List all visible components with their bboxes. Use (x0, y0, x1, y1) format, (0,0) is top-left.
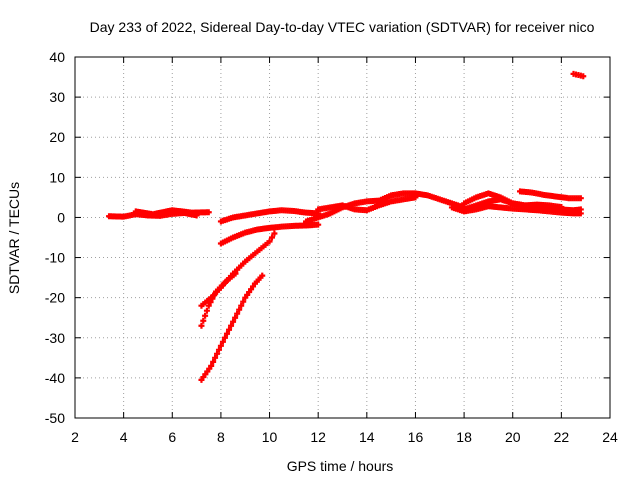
x-tick-label: 8 (217, 429, 225, 445)
axis-ticks: 2 4 6 8 10 12 14 16 18 20 22 24-50-40-30-20-1001020… (45, 49, 618, 445)
data-point (580, 73, 587, 80)
data-point (210, 358, 217, 365)
series-arc-5 (198, 230, 278, 309)
data-point (209, 295, 216, 302)
y-tick-label: -10 (45, 250, 65, 266)
data-point (211, 292, 218, 299)
data-point (221, 334, 228, 341)
y-tick-label: 20 (49, 129, 65, 145)
x-tick-label: 22 (554, 429, 570, 445)
x-tick-label: 14 (359, 429, 375, 445)
series-arc-7 (198, 272, 266, 383)
series-arc-13 (517, 188, 584, 202)
grid (75, 57, 610, 418)
data-point (240, 298, 247, 305)
data-point (217, 342, 224, 349)
series-arc-3 (217, 207, 322, 225)
series-arc-6 (198, 270, 239, 329)
data-point (315, 221, 322, 228)
data-point (234, 310, 241, 317)
y-tick-label: -20 (45, 290, 65, 306)
y-axis-label: SDTVAR / TECUs (6, 182, 22, 294)
x-tick-label: 12 (310, 429, 326, 445)
data-point (232, 270, 239, 277)
series-arc-14 (570, 70, 587, 80)
data-point (577, 195, 584, 202)
data-point (200, 317, 207, 324)
series-arc-4 (217, 221, 322, 247)
x-tick-label: 10 (262, 429, 278, 445)
data-point (271, 230, 278, 237)
data-point (205, 302, 212, 309)
plot-frame (74, 56, 611, 419)
x-tick-label: 20 (505, 429, 521, 445)
data-point (207, 299, 214, 306)
y-tick-label: -30 (45, 330, 65, 346)
data-point (412, 194, 419, 201)
data-point (232, 314, 239, 321)
data-layer (106, 70, 587, 383)
series-arc-9 (315, 194, 419, 214)
x-tick-label: 18 (456, 429, 472, 445)
data-point (215, 346, 222, 353)
series-arc-12 (461, 196, 565, 213)
y-tick-label: 30 (49, 89, 65, 105)
data-point (212, 354, 219, 361)
data-point (268, 234, 275, 241)
series-arc-2 (132, 207, 212, 218)
y-tick-label: -50 (45, 410, 65, 426)
data-point (202, 312, 209, 319)
data-point (223, 330, 230, 337)
data-point (208, 362, 215, 369)
data-point (266, 238, 273, 245)
y-tick-label: -40 (45, 370, 65, 386)
data-point (219, 338, 226, 345)
x-tick-label: 2 (71, 429, 79, 445)
data-point (230, 318, 237, 325)
data-point (226, 326, 233, 333)
y-tick-label: 10 (49, 169, 65, 185)
data-point (198, 322, 205, 329)
x-tick-label: 16 (408, 429, 424, 445)
data-point (236, 306, 243, 313)
x-tick-label: 4 (120, 429, 128, 445)
data-point (558, 204, 565, 211)
x-tick-label: 6 (168, 429, 176, 445)
data-point (259, 272, 266, 279)
data-point (214, 350, 221, 357)
y-tick-label: 40 (49, 49, 65, 65)
data-point (205, 209, 212, 216)
data-point (577, 206, 584, 213)
data-point (228, 322, 235, 329)
data-point (238, 302, 245, 309)
x-tick-label: 24 (602, 429, 618, 445)
x-axis-label: GPS time / hours (287, 458, 394, 474)
y-tick-label: 0 (57, 209, 65, 225)
chart-title: Day 233 of 2022, Sidereal Day-to-day VTE… (90, 19, 595, 35)
data-point (203, 307, 210, 314)
